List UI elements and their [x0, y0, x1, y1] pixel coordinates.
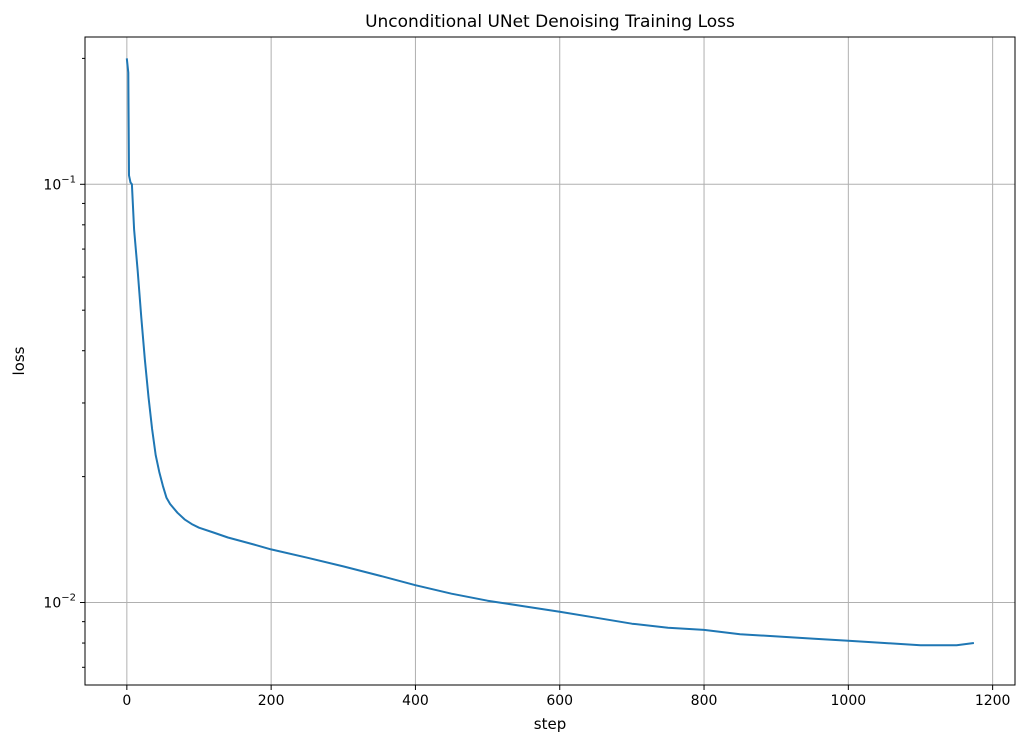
- y-axis-label: loss: [10, 346, 28, 375]
- x-tick-label: 1000: [831, 693, 867, 709]
- x-tick-label: 200: [258, 693, 285, 709]
- x-tick-label: 800: [691, 693, 718, 709]
- series-group: [125, 58, 975, 647]
- y-axis-ticks: 10−1 10−2: [43, 57, 85, 668]
- x-tick-label: 600: [546, 693, 573, 709]
- x-tick-label: 1200: [975, 693, 1011, 709]
- grid-lines: [85, 37, 1015, 685]
- x-tick-label: 0: [122, 693, 131, 709]
- loss-series-line: [125, 58, 975, 647]
- x-axis-label: step: [534, 715, 566, 733]
- y-tick-label: 10−1: [43, 174, 76, 193]
- plot-area-frame: [84, 36, 1016, 686]
- x-axis-ticks: 0 200 400 600 800 1000 1200: [122, 685, 1010, 709]
- y-tick-label: 10−2: [43, 593, 76, 612]
- x-tick-label: 400: [402, 693, 429, 709]
- chart-title: Unconditional UNet Denoising Training Lo…: [365, 12, 735, 32]
